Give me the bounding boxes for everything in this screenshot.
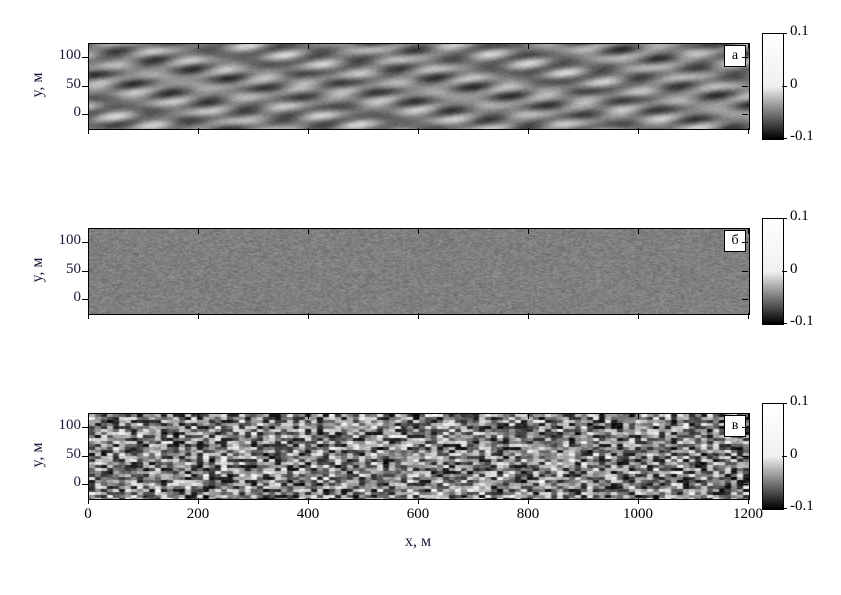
colorbar-tick-label: 0.1 — [790, 393, 809, 410]
y-axis-label-a: y, м — [29, 65, 47, 105]
colorbar-tick-label: 0.1 — [790, 23, 809, 40]
panel-letter-c: в — [724, 415, 746, 437]
panel-letter-a: а — [724, 45, 746, 67]
ytick-label: 100 — [43, 232, 81, 249]
ytick-label: 100 — [43, 47, 81, 64]
xtick-label: 600 — [398, 506, 438, 523]
ytick-label: 50 — [43, 76, 81, 93]
colorbar-a — [762, 33, 784, 140]
colorbar-c — [762, 403, 784, 510]
figure: а050100y, м-0.100.1б050100y, м-0.100.1в0… — [0, 0, 841, 595]
y-axis-label-c: y, м — [29, 435, 47, 475]
heatmap-panel-b — [88, 228, 750, 315]
xtick-label: 0 — [68, 506, 108, 523]
x-axis-label: x, м — [388, 533, 448, 551]
colorbar-tick-label: 0 — [790, 76, 798, 93]
colorbar-tick-label: 0 — [790, 446, 798, 463]
xtick-label: 800 — [508, 506, 548, 523]
heatmap-canvas-a — [89, 44, 749, 129]
colorbar-tick-label: -0.1 — [790, 128, 814, 145]
ytick-label: 100 — [43, 417, 81, 434]
heatmap-canvas-c — [89, 414, 749, 499]
ytick-label: 0 — [43, 289, 81, 306]
xtick-label: 200 — [178, 506, 218, 523]
heatmap-panel-c — [88, 413, 750, 500]
heatmap-panel-a — [88, 43, 750, 130]
ytick-label: 50 — [43, 446, 81, 463]
ytick-label: 0 — [43, 474, 81, 491]
y-axis-label-b: y, м — [29, 250, 47, 290]
colorbar-tick-label: -0.1 — [790, 498, 814, 515]
heatmap-canvas-b — [89, 229, 749, 314]
ytick-label: 0 — [43, 104, 81, 121]
colorbar-tick-label: 0 — [790, 261, 798, 278]
ytick-label: 50 — [43, 261, 81, 278]
colorbar-tick-label: 0.1 — [790, 208, 809, 225]
xtick-label: 400 — [288, 506, 328, 523]
panel-letter-b: б — [724, 230, 746, 252]
xtick-label: 1000 — [618, 506, 658, 523]
colorbar-b — [762, 218, 784, 325]
colorbar-tick-label: -0.1 — [790, 313, 814, 330]
